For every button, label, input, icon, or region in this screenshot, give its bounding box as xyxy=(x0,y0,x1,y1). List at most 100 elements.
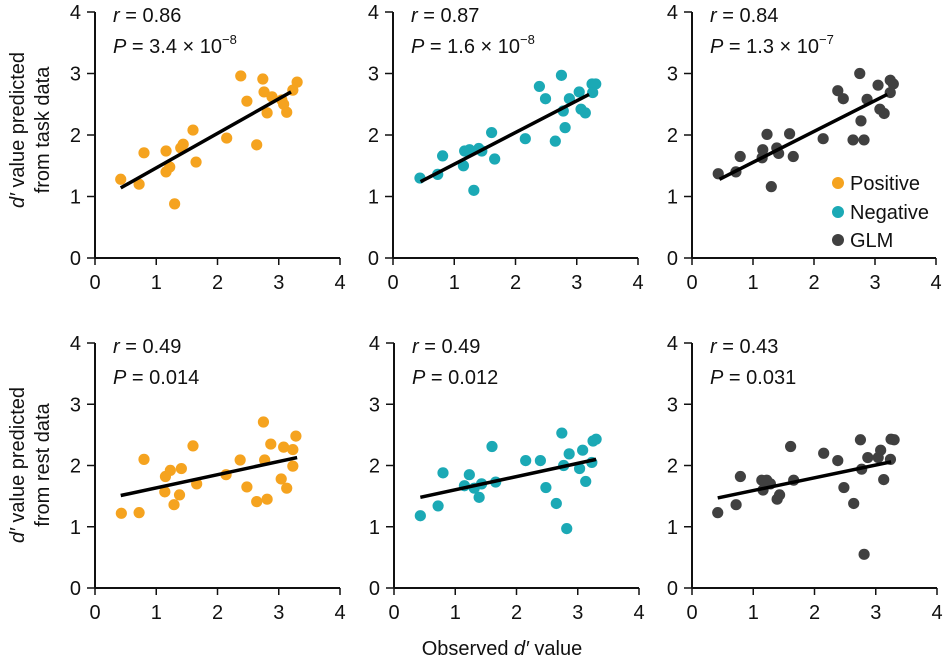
y-axis-title-task: d′ value predicted from task data xyxy=(7,52,54,208)
legend: Positive Negative GLM xyxy=(832,173,929,252)
stat-r: r = 0.43 xyxy=(710,336,778,358)
data-point xyxy=(540,481,552,494)
x-tick-label: 4 xyxy=(931,602,942,624)
data-point xyxy=(290,430,302,442)
data-point xyxy=(878,473,890,486)
x-tick-label: 0 xyxy=(686,602,697,624)
data-point xyxy=(257,73,269,85)
x-tick-label: 2 xyxy=(809,602,820,624)
data-point xyxy=(241,95,253,107)
data-point xyxy=(187,440,199,452)
legend-marker-positive xyxy=(832,177,844,189)
legend-item-negative: Negative xyxy=(832,202,929,224)
y-axis-title-rest-line1: d′ value predicted xyxy=(7,387,29,543)
legend-item-glm: GLM xyxy=(832,230,893,252)
y-tick-label: 3 xyxy=(70,394,81,416)
data-point xyxy=(765,181,777,193)
panel-task-glm: 0 1 2 3 4 0 1 2 3 4 r = 0.84 P = 1.3 × 10−7 xyxy=(667,2,942,294)
data-point xyxy=(855,115,867,127)
x-tick-label: 1 xyxy=(449,272,460,294)
data-point xyxy=(577,444,589,456)
data-point xyxy=(519,133,531,145)
legend-item-positive: Positive xyxy=(832,173,920,195)
y-tick-label: 4 xyxy=(667,2,678,24)
panel-task-negative: 0 1 2 3 4 0 1 2 3 4 r = 0.87 P = 1.6 × 10−8 xyxy=(368,2,644,294)
x-tick-label: 0 xyxy=(686,272,697,294)
fit-line xyxy=(419,457,597,500)
data-point xyxy=(837,93,849,105)
stat-p: P = 0.014 xyxy=(113,367,199,389)
data-point xyxy=(190,156,202,168)
data-point xyxy=(133,507,145,519)
x-tick-label: 2 xyxy=(510,272,521,294)
data-point xyxy=(457,160,470,172)
data-point xyxy=(234,454,246,466)
x-tick-label: 4 xyxy=(633,602,644,624)
data-point xyxy=(561,522,573,535)
x-tick-label: 0 xyxy=(387,272,398,294)
data-point xyxy=(432,500,444,512)
data-point xyxy=(281,482,293,494)
data-point xyxy=(539,93,552,105)
data-point xyxy=(235,70,247,82)
data-point xyxy=(549,135,561,147)
y-tick-label: 0 xyxy=(667,248,678,270)
data-point xyxy=(838,481,850,494)
data-point xyxy=(555,69,568,81)
data-point xyxy=(875,444,887,456)
data-point xyxy=(169,198,181,210)
y-tick-label: 2 xyxy=(667,456,678,478)
y-tick-label: 1 xyxy=(667,517,678,539)
x-tick-label: 4 xyxy=(632,272,643,294)
data-point xyxy=(287,460,299,472)
stat-p: P = 0.031 xyxy=(710,367,796,389)
data-point xyxy=(888,434,900,446)
fit-line xyxy=(717,460,892,500)
x-tick-label: 3 xyxy=(869,272,880,294)
data-point xyxy=(489,153,501,165)
y-tick-label: 4 xyxy=(70,333,81,355)
y-tick-label: 0 xyxy=(70,248,81,270)
stat-r: r = 0.84 xyxy=(710,5,778,27)
x-tick-label: 4 xyxy=(930,272,941,294)
x-tick-label: 3 xyxy=(571,272,582,294)
stat-p: P = 1.6 × 10−8 xyxy=(411,32,535,58)
data-point xyxy=(261,493,273,505)
x-tick-label: 0 xyxy=(388,602,399,624)
fit-line xyxy=(120,455,298,498)
x-tick-label: 1 xyxy=(151,602,162,624)
x-tick-label: 3 xyxy=(572,602,583,624)
y-tick-label: 1 xyxy=(667,187,678,209)
stat-r: r = 0.49 xyxy=(412,336,480,358)
data-point xyxy=(761,128,773,140)
y-tick-label: 3 xyxy=(369,394,380,416)
x-tick-label: 1 xyxy=(747,272,758,294)
y-tick-label: 4 xyxy=(369,333,380,355)
y-axis-title-task-line2: from task data xyxy=(32,66,54,194)
data-point xyxy=(848,497,860,510)
data-point xyxy=(533,80,545,93)
y-tick-label: 3 xyxy=(70,64,81,86)
x-tick-label: 2 xyxy=(212,272,223,294)
panel-task-positive: 0 1 2 3 4 0 1 2 3 4 r = 0.86 P = 3.4 × 10−8 xyxy=(70,2,346,294)
data-point xyxy=(281,106,293,118)
data-point xyxy=(133,178,145,190)
data-point xyxy=(278,441,290,453)
y-tick-label: 4 xyxy=(368,2,379,24)
y-axis-title-rest-line2: from rest data xyxy=(32,402,54,526)
y-tick-label: 0 xyxy=(667,578,678,600)
data-point xyxy=(534,455,546,467)
data-point xyxy=(291,76,303,88)
data-point xyxy=(773,489,786,501)
y-tick-label: 3 xyxy=(368,64,379,86)
y-tick-label: 4 xyxy=(667,333,678,355)
data-point xyxy=(573,86,585,98)
data-point xyxy=(177,138,189,150)
panel-rest-positive: 0 1 2 3 4 0 1 2 3 4 r = 0.49 P = 0.014 xyxy=(70,333,346,624)
y-tick-label: 2 xyxy=(368,125,379,147)
data-point xyxy=(159,486,171,498)
data-point xyxy=(757,144,769,156)
data-point xyxy=(437,150,449,162)
data-point xyxy=(590,433,602,445)
y-tick-label: 2 xyxy=(667,125,678,147)
